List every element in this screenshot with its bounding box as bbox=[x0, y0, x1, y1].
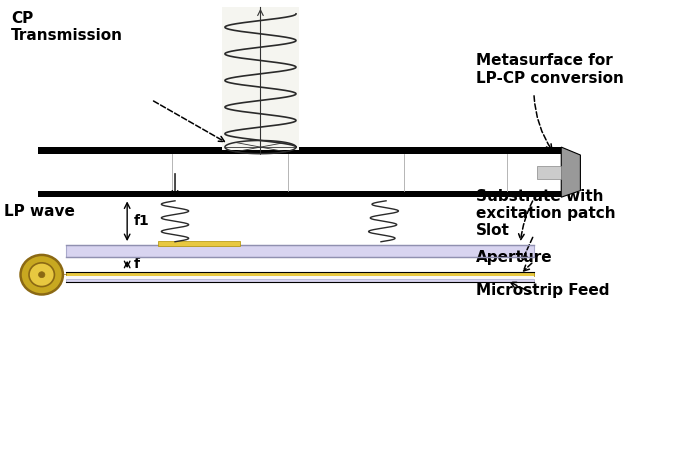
Bar bbox=[221, 7, 299, 150]
Text: Metasurface for
LP-CP conversion: Metasurface for LP-CP conversion bbox=[476, 53, 623, 86]
Bar bbox=[38, 147, 561, 154]
Text: LP wave: LP wave bbox=[4, 204, 75, 219]
Bar bbox=[66, 272, 534, 276]
Text: CP
Transmission: CP Transmission bbox=[11, 11, 123, 43]
Ellipse shape bbox=[29, 263, 54, 287]
Text: Microstrip Feed: Microstrip Feed bbox=[476, 283, 609, 298]
Text: Aperture: Aperture bbox=[476, 250, 552, 265]
Ellipse shape bbox=[21, 255, 63, 294]
Text: f: f bbox=[134, 257, 140, 271]
Ellipse shape bbox=[38, 272, 45, 278]
Bar bbox=[158, 241, 240, 246]
Bar bbox=[66, 276, 534, 279]
Bar bbox=[38, 191, 561, 197]
Bar bbox=[66, 245, 534, 257]
Polygon shape bbox=[561, 147, 580, 197]
Bar bbox=[537, 166, 561, 179]
Text: f1: f1 bbox=[134, 214, 150, 228]
Text: Substrate with
excitation patch: Substrate with excitation patch bbox=[476, 188, 615, 221]
Bar bbox=[66, 279, 534, 282]
Text: Slot: Slot bbox=[476, 223, 510, 238]
Bar bbox=[38, 154, 561, 191]
